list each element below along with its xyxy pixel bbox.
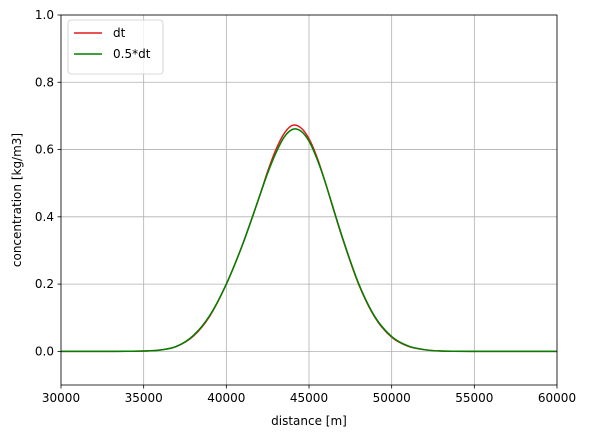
x-tick-label: 40000: [207, 391, 245, 405]
series-layer: [60, 124, 558, 353]
legend-label-1: dt: [113, 26, 126, 40]
y-tick-label: 0.8: [35, 75, 54, 89]
series-line-2: [60, 128, 558, 353]
x-axis-label: distance [m]: [271, 414, 347, 428]
y-tick-label: 0.2: [35, 277, 54, 291]
y-tick-label: 0.4: [35, 210, 54, 224]
y-tick-label: 0.0: [35, 344, 54, 358]
x-tick-label: 50000: [373, 391, 411, 405]
legend-label-2: 0.5*dt: [113, 47, 151, 61]
y-tick-label: 0.6: [35, 143, 54, 157]
legend: dt 0.5*dt: [67, 19, 164, 75]
y-axis-label: concentration [kg/m3]: [10, 133, 24, 267]
ticks: 30000 35000 40000 45000 50000 55000 60000 0.0 0.…: [35, 8, 576, 405]
x-tick-label: 45000: [290, 391, 328, 405]
x-tick-label: 35000: [125, 391, 163, 405]
x-tick-label: 55000: [455, 391, 493, 405]
x-tick-label: 30000: [42, 391, 80, 405]
x-tick-label: 60000: [538, 391, 576, 405]
y-tick-label: 1.0: [35, 8, 54, 22]
